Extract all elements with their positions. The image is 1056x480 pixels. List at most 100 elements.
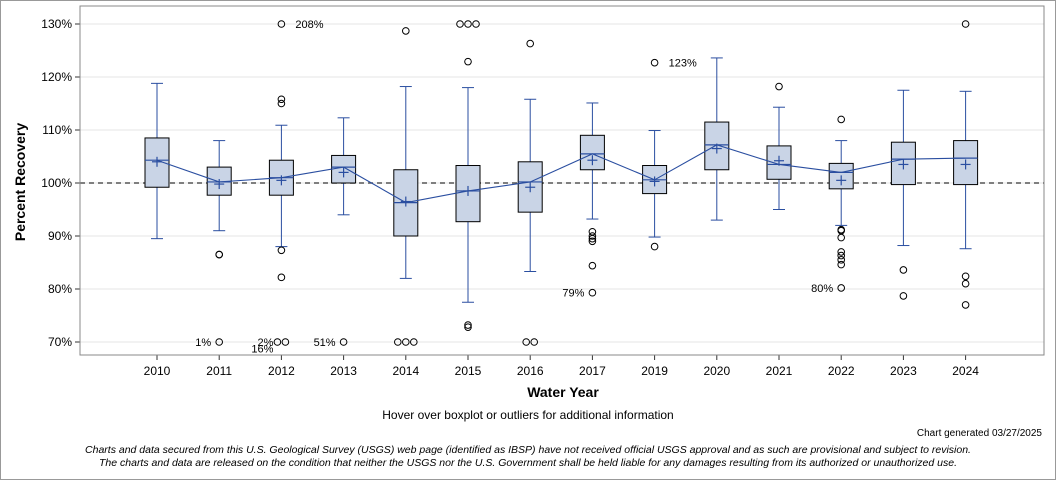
y-tick-label: 130% [41, 17, 72, 31]
x-tick-label: 2024 [952, 364, 979, 378]
outlier-point[interactable] [394, 338, 402, 346]
annotation-label: 51% [314, 337, 336, 349]
outlier-point[interactable] [277, 20, 286, 28]
x-tick-label: 2014 [392, 364, 419, 378]
outlier-point[interactable] [837, 260, 846, 269]
outlier-point[interactable] [961, 279, 970, 288]
outlier-point[interactable] [588, 232, 597, 240]
outlier-point[interactable] [464, 57, 472, 66]
annotation-label: 2% [257, 337, 273, 349]
box-2016[interactable] [517, 39, 543, 346]
box-2010[interactable] [144, 82, 170, 240]
outlier-point[interactable] [650, 58, 659, 67]
x-tick-label: 2017 [579, 364, 606, 378]
annotation-label: 208% [295, 19, 323, 31]
outlier-point[interactable] [277, 95, 286, 104]
x-axis-label: Water Year [527, 384, 599, 400]
annotation-label: 1% [195, 337, 211, 349]
y-tick-label: 80% [48, 282, 72, 296]
outlier-point[interactable] [402, 338, 410, 346]
outlier-point[interactable] [522, 338, 531, 346]
gridlines [80, 23, 1044, 343]
outlier-point[interactable] [837, 248, 846, 256]
outlier-point[interactable] [277, 246, 286, 255]
annotation-label: 16% [251, 343, 273, 355]
y-tick-label: 110% [42, 123, 72, 137]
box-2019[interactable] [642, 58, 668, 251]
box-2017[interactable] [579, 102, 605, 297]
outlier-point[interactable] [281, 338, 290, 346]
outlier-point[interactable] [588, 288, 597, 297]
outlier-point[interactable] [464, 321, 472, 329]
outlier-point[interactable] [215, 250, 223, 259]
hover-hint: Hover over boxplot or outliers for addit… [382, 408, 674, 422]
x-tick-label: 2015 [455, 364, 482, 378]
outlier-point[interactable] [588, 234, 597, 243]
outlier-point[interactable] [961, 20, 970, 28]
annotation-label: 123% [669, 58, 697, 70]
x-tick-label: 2021 [766, 364, 793, 378]
x-tick-label: 2023 [890, 364, 917, 378]
outlier-point[interactable] [837, 251, 846, 260]
annotation-label: 80% [811, 283, 833, 295]
outlier-point[interactable] [402, 27, 410, 35]
outlier-point[interactable] [650, 242, 659, 251]
plot-border [79, 5, 1045, 356]
outlier-point[interactable] [456, 20, 464, 28]
outlier-point[interactable] [775, 82, 783, 91]
mean-line-group [156, 144, 966, 204]
x-axis: 2010 2011 2012 2013 2014 2015 2016 2017 2019 2020… [144, 355, 979, 378]
outlier-point[interactable] [472, 20, 480, 28]
outlier-point[interactable] [837, 233, 846, 242]
y-tick-label: 90% [48, 229, 72, 243]
outlier-point[interactable] [588, 261, 597, 270]
outlier-point[interactable] [837, 256, 846, 264]
outlier-point[interactable] [837, 115, 846, 124]
y-tick-label: 100% [41, 176, 72, 190]
outlier-point[interactable] [410, 338, 418, 346]
outlier-point[interactable] [464, 20, 472, 28]
outlier-point[interactable] [961, 272, 970, 281]
boxes[interactable] [144, 20, 979, 346]
outlier-point[interactable] [464, 323, 472, 331]
box-2022[interactable] [828, 115, 854, 292]
y-tick-label: 120% [41, 70, 72, 84]
outlier-point[interactable] [277, 273, 286, 282]
y-tick-label: 70% [48, 335, 72, 349]
x-tick-label: 2010 [144, 364, 171, 378]
box-2012[interactable] [268, 20, 294, 346]
x-tick-label: 2020 [703, 364, 730, 378]
outlier-point[interactable] [273, 338, 282, 346]
outlier-point[interactable] [339, 338, 348, 346]
annotation-label: 79% [562, 288, 584, 300]
outlier-point[interactable] [899, 266, 908, 274]
x-tick-label: 2013 [330, 364, 357, 378]
outlier-point[interactable] [277, 99, 286, 108]
x-tick-label: 2022 [828, 364, 855, 378]
chart-generated-date: Chart generated 03/27/2025 [916, 428, 1042, 439]
outlier-point[interactable] [961, 301, 970, 309]
outlier-point[interactable] [837, 284, 846, 292]
outlier-point[interactable] [215, 338, 223, 346]
median-trend-line [156, 144, 966, 204]
x-tick-label: 2011 [206, 364, 232, 378]
box-2015[interactable] [455, 20, 481, 331]
box-2020[interactable] [704, 57, 730, 221]
outlier-point[interactable] [530, 338, 539, 346]
box-2024[interactable] [953, 20, 979, 309]
box-2021[interactable] [766, 82, 792, 210]
x-tick-label: 2016 [517, 364, 544, 378]
x-tick-label: 2012 [268, 364, 295, 378]
x-tick-label: 2019 [641, 364, 668, 378]
outlier-point[interactable] [526, 39, 535, 48]
box-2013[interactable] [331, 117, 357, 346]
box-2011[interactable] [206, 140, 232, 346]
annotations: 208% 1% 2%16% 51% 79% 123% 80% [195, 19, 833, 355]
disclaimer-line-2: The charts and data are released on the … [99, 457, 957, 469]
box-2014[interactable] [393, 27, 419, 346]
boxplot-chart: 70%80%90%100%110%120%130% 2010 2011 2012 20… [12, 5, 1045, 400]
box-2023[interactable] [890, 89, 916, 300]
outlier-point[interactable] [588, 237, 597, 246]
y-axis: 70% 80% 90% 100% 110% 120% 130% [41, 17, 80, 349]
outlier-point[interactable] [899, 292, 908, 300]
